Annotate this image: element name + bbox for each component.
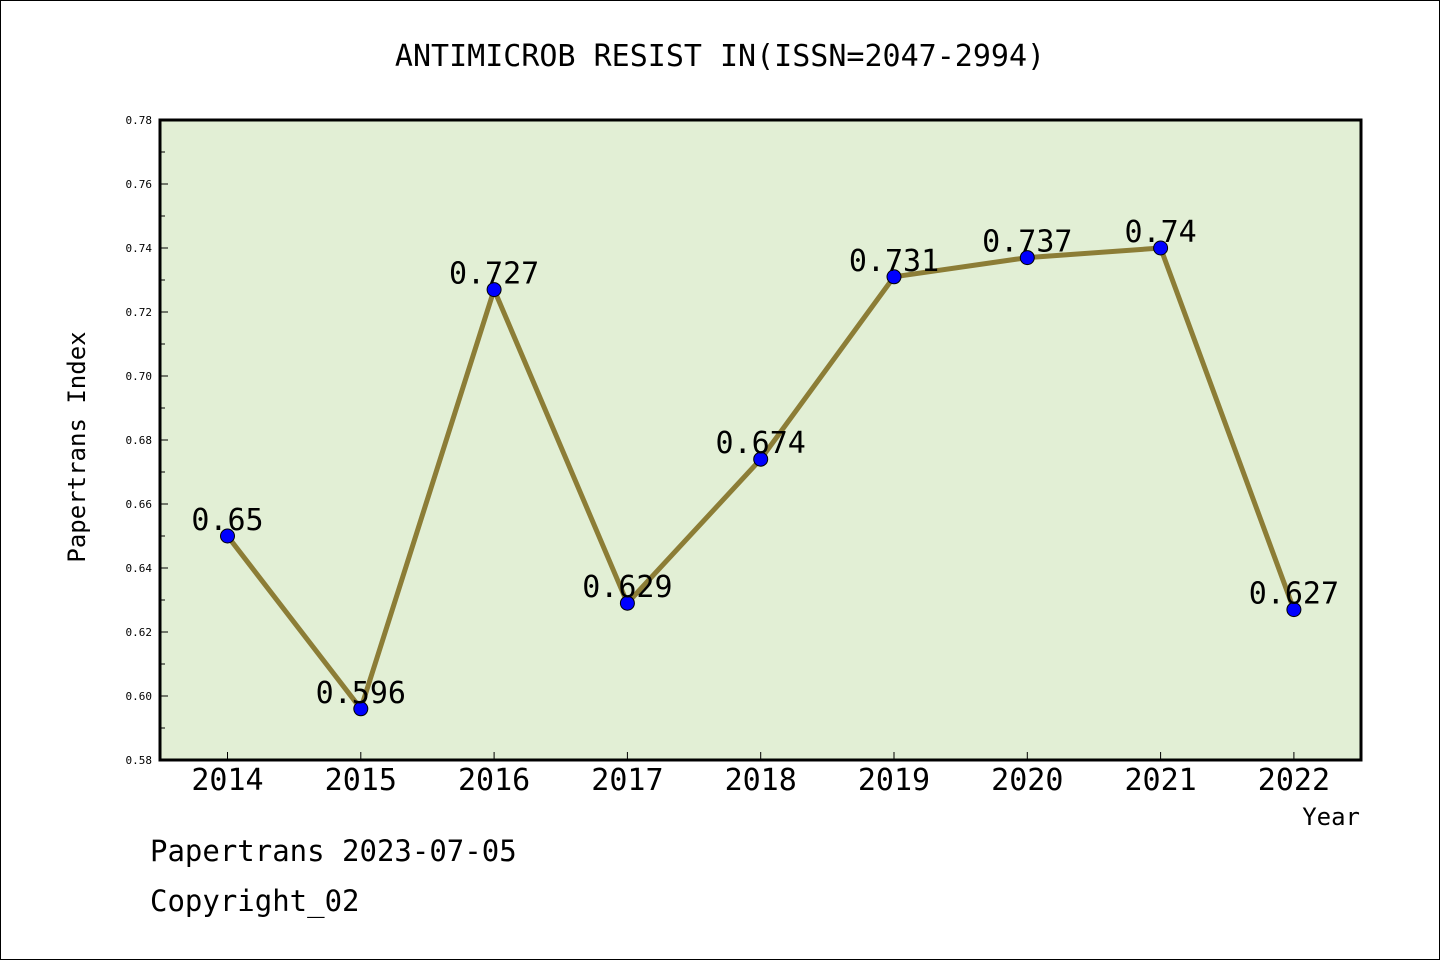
footer-copyright: Copyright_02 bbox=[150, 884, 360, 918]
data-point bbox=[220, 528, 235, 544]
data-label: 0.629 bbox=[582, 570, 672, 605]
x-tick-label: 2020 bbox=[991, 763, 1063, 798]
data-label: 0.727 bbox=[449, 257, 539, 292]
x-axis: 2014 2015 2016 2017 2018 2019 2020 2021 2022 bbox=[191, 752, 1330, 798]
x-tick-label: 2021 bbox=[1124, 763, 1196, 798]
data-point bbox=[886, 269, 902, 285]
y-tick-label: 0.68 bbox=[126, 434, 153, 447]
x-tick-label: 2015 bbox=[325, 763, 397, 798]
y-axis-label: Papertrans Index bbox=[63, 331, 91, 562]
data-point bbox=[1019, 250, 1035, 266]
series-markers bbox=[220, 240, 1302, 717]
x-tick-label: 2018 bbox=[725, 763, 797, 798]
y-tick-label: 0.62 bbox=[126, 626, 153, 639]
y-tick-label: 0.70 bbox=[126, 370, 153, 383]
y-tick-label: 0.74 bbox=[126, 242, 153, 255]
data-labels: 0.65 0.596 0.727 0.629 0.674 0.731 0.737 0.74 0.… bbox=[191, 215, 1339, 711]
data-point bbox=[353, 701, 369, 717]
data-label: 0.65 bbox=[191, 503, 263, 538]
data-point bbox=[619, 595, 635, 611]
y-tick-label: 0.72 bbox=[126, 306, 153, 319]
y-tick-label: 0.58 bbox=[126, 754, 153, 767]
data-point bbox=[1153, 240, 1169, 256]
x-tick-label: 2017 bbox=[591, 763, 663, 798]
x-tick-label: 2019 bbox=[858, 763, 930, 798]
data-point bbox=[486, 282, 502, 298]
x-tick-label: 2022 bbox=[1258, 763, 1330, 798]
data-point bbox=[1286, 602, 1302, 618]
plot-area bbox=[158, 118, 1363, 762]
y-tick-label: 0.66 bbox=[126, 498, 153, 511]
data-label: 0.674 bbox=[716, 426, 806, 461]
footer-date-line: Papertrans 2023-07-05 bbox=[150, 834, 517, 868]
data-label: 0.627 bbox=[1249, 577, 1339, 612]
y-tick-label: 0.60 bbox=[126, 690, 153, 703]
y-axis: 0.58 0.60 0.62 0.64 0.66 0.68 0.70 0.72 0.74 0.76… bbox=[126, 114, 168, 767]
data-label: 0.74 bbox=[1124, 215, 1196, 250]
x-tick-label: 2016 bbox=[458, 763, 530, 798]
data-label: 0.596 bbox=[316, 676, 406, 711]
y-tick-label: 0.76 bbox=[126, 178, 153, 191]
y-tick-label: 0.64 bbox=[126, 562, 153, 575]
data-label: 0.731 bbox=[849, 244, 939, 279]
data-label: 0.737 bbox=[982, 225, 1072, 260]
chart-title: ANTIMICROB RESIST IN(ISSN=2047-2994) bbox=[395, 39, 1045, 74]
x-tick-label: 2014 bbox=[191, 763, 263, 798]
x-axis-label: Year bbox=[1302, 803, 1360, 831]
y-tick-label: 0.78 bbox=[126, 114, 153, 127]
data-point bbox=[753, 451, 769, 467]
